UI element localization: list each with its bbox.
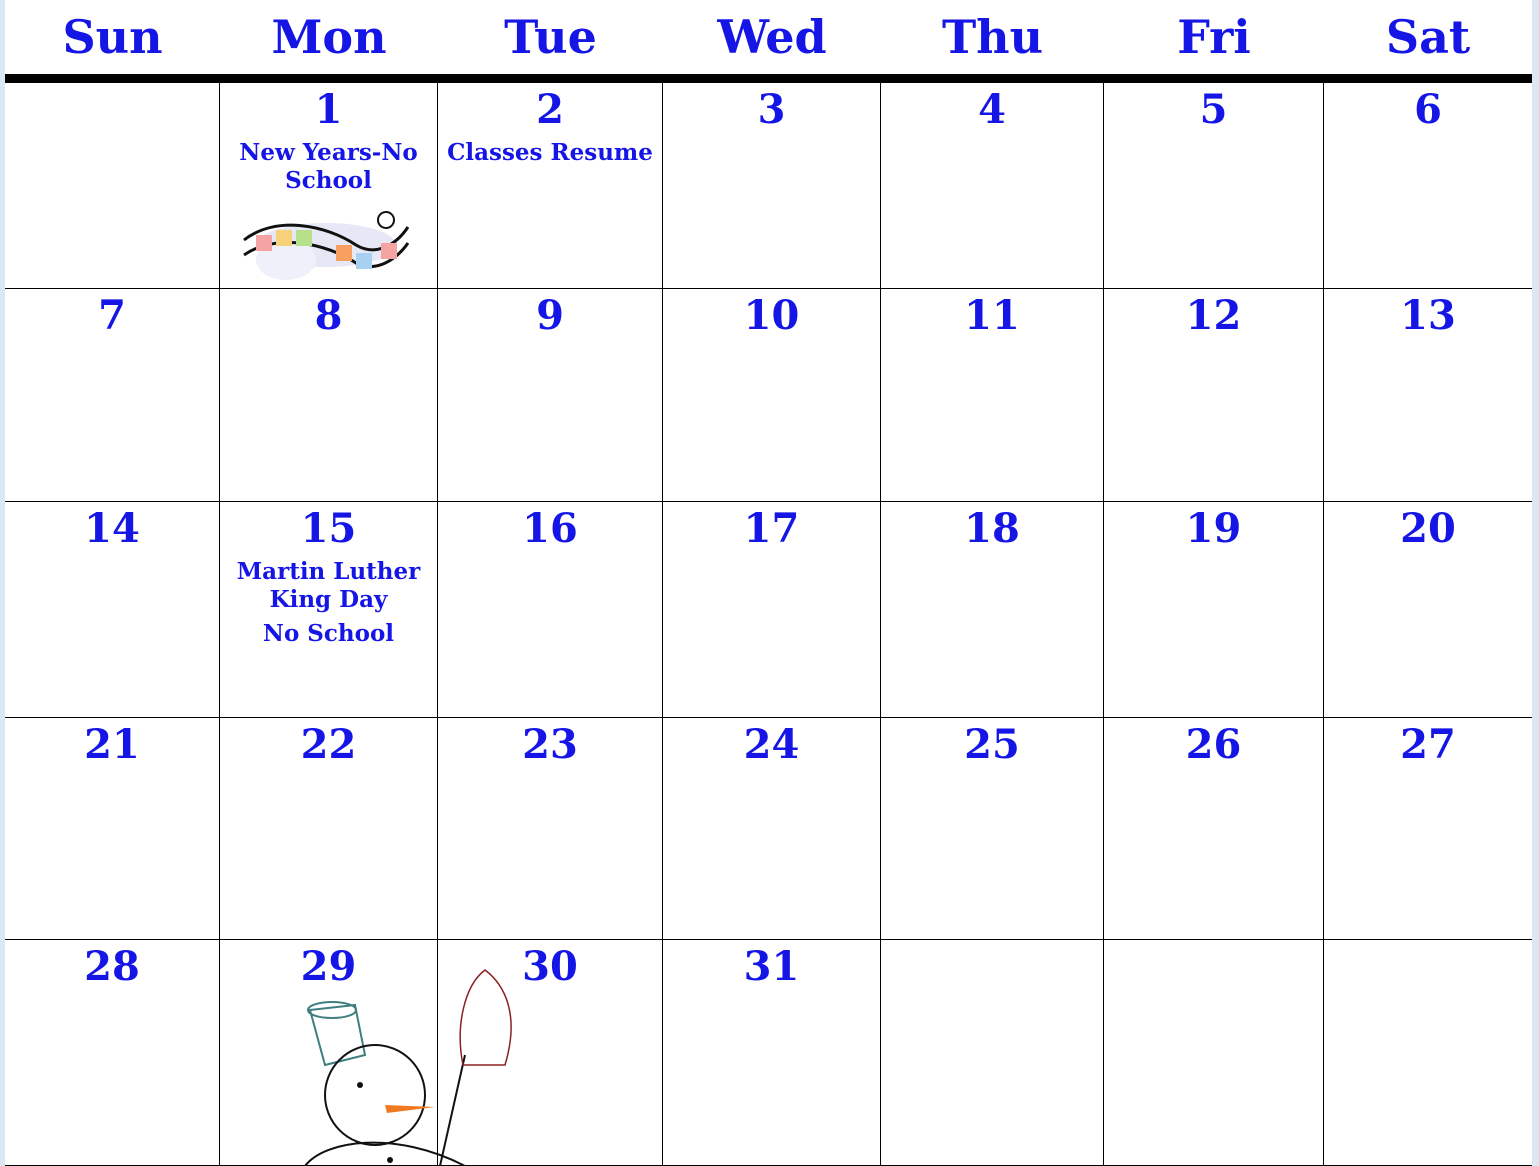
day-number: 13: [1324, 293, 1532, 339]
day-cell: 11: [881, 289, 1104, 502]
day-cell: 22: [220, 718, 438, 940]
day-number: 1: [220, 87, 437, 133]
page: SunMonTueWedThuFriSat 1 New Years-No Scho…: [0, 0, 1539, 1166]
day-cell: 18: [881, 502, 1104, 718]
day-number: 9: [438, 293, 662, 339]
day-number: 28: [5, 944, 219, 990]
day-number: 31: [663, 944, 880, 990]
day-cell: 7: [5, 289, 220, 502]
day-cell: 4: [881, 83, 1104, 289]
day-cell: 21: [5, 718, 220, 940]
weekday: Sun: [5, 0, 220, 74]
day-cell: [1104, 940, 1324, 1166]
day-cell: 5: [1104, 83, 1324, 289]
day-number: 26: [1104, 722, 1323, 768]
day-cell: 3: [663, 83, 881, 289]
day-cell: [5, 83, 220, 289]
day-cell: 13: [1324, 289, 1532, 502]
day-number: 8: [220, 293, 437, 339]
day-cell: 27: [1324, 718, 1532, 940]
day-cell: 25: [881, 718, 1104, 940]
event: No School: [220, 620, 437, 648]
weekday: Thu: [881, 0, 1104, 74]
day-number: 16: [438, 506, 662, 552]
day-cell: 14: [5, 502, 220, 718]
event: Classes Resume: [438, 139, 662, 167]
day-cell: 17: [663, 502, 881, 718]
day-cell: 19: [1104, 502, 1324, 718]
day-number: 17: [663, 506, 880, 552]
day-number: 21: [5, 722, 219, 768]
event: New Years-No School: [220, 139, 437, 195]
day-cell: 24: [663, 718, 881, 940]
day-cell: [881, 940, 1104, 1166]
day-cell: 28: [5, 940, 220, 1166]
day-number: 23: [438, 722, 662, 768]
day-number: 18: [881, 506, 1103, 552]
day-cell: 12: [1104, 289, 1324, 502]
weekday: Wed: [663, 0, 881, 74]
snowman-drawing: [265, 965, 535, 1166]
day-cell: 20: [1324, 502, 1532, 718]
event: Martin Luther King Day: [220, 558, 437, 614]
day-cell: 10: [663, 289, 881, 502]
day-number: 27: [1324, 722, 1532, 768]
day-cell: 26: [1104, 718, 1324, 940]
day-cell: 2 Classes Resume: [438, 83, 663, 289]
day-number: 25: [881, 722, 1103, 768]
day-cell: 16: [438, 502, 663, 718]
day-number: 12: [1104, 293, 1323, 339]
day-number: 10: [663, 293, 880, 339]
day-cell: 6: [1324, 83, 1532, 289]
day-cell: 8: [220, 289, 438, 502]
day-cell: 15 Martin Luther King Day No School: [220, 502, 438, 718]
day-number: 14: [5, 506, 219, 552]
day-number: 3: [663, 87, 880, 133]
day-cell: [1324, 940, 1532, 1166]
day-cell: 31: [663, 940, 881, 1166]
day-number: 19: [1104, 506, 1323, 552]
weekday: Fri: [1104, 0, 1324, 74]
day-cell: 23: [438, 718, 663, 940]
day-number: 24: [663, 722, 880, 768]
weekday: Tue: [438, 0, 663, 74]
day-cell: 9: [438, 289, 663, 502]
day-number: 22: [220, 722, 437, 768]
day-number: 4: [881, 87, 1103, 133]
day-number: 20: [1324, 506, 1532, 552]
weekday: Mon: [220, 0, 438, 74]
happy-new-year-banner: [236, 205, 416, 290]
day-number: 6: [1324, 87, 1532, 133]
day-number: 2: [438, 87, 662, 133]
weekday: Sat: [1324, 0, 1532, 74]
day-number: 11: [881, 293, 1103, 339]
day-number: 5: [1104, 87, 1323, 133]
day-number: 15: [220, 506, 437, 552]
day-number: 7: [5, 293, 219, 339]
